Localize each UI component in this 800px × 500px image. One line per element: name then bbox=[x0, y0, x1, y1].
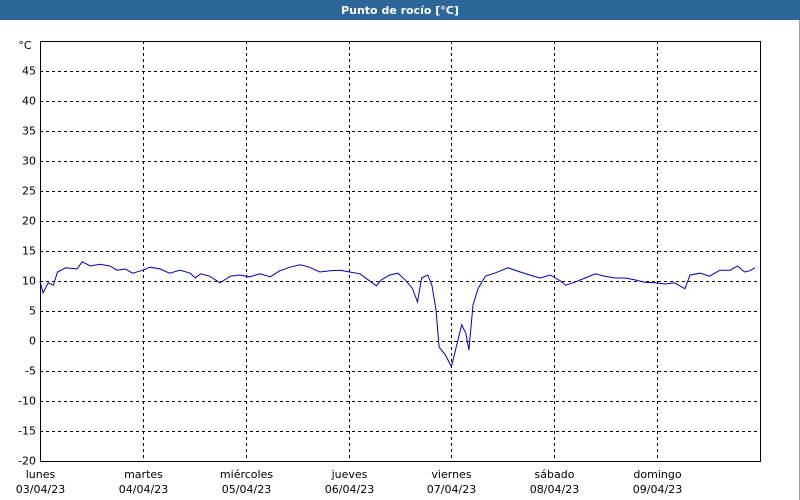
y-tick-label: 25 bbox=[22, 185, 36, 198]
x-tick-day: viernes bbox=[431, 468, 471, 481]
x-tick-label: 09/04/23 bbox=[633, 483, 682, 496]
y-tick-label: 45 bbox=[22, 65, 36, 78]
x-tick-label: 07/04/23 bbox=[427, 483, 476, 496]
y-tick-label: -15 bbox=[18, 425, 36, 438]
x-tick-label: 03/04/23 bbox=[16, 483, 65, 496]
y-tick-label: 20 bbox=[22, 215, 36, 228]
y-tick-label: 35 bbox=[22, 125, 36, 138]
chart-title: Punto de rocío [°C] bbox=[341, 4, 459, 17]
plot-frame bbox=[40, 41, 761, 462]
x-tick-day: martes bbox=[124, 468, 163, 481]
line-series bbox=[39, 261, 756, 369]
x-tick-label: 06/04/23 bbox=[325, 483, 374, 496]
x-tick-day: domingo bbox=[633, 468, 681, 481]
x-tick-label: 08/04/23 bbox=[530, 483, 579, 496]
y-tick-label: 15 bbox=[22, 245, 36, 258]
x-tick-day: sábado bbox=[535, 468, 575, 481]
x-tick-label: 04/04/23 bbox=[119, 483, 168, 496]
y-tick-label: 30 bbox=[22, 155, 36, 168]
y-tick-label: 10 bbox=[22, 275, 36, 288]
y-tick-label: 5 bbox=[29, 305, 36, 318]
y-tick-label: -10 bbox=[18, 395, 36, 408]
y-tick-label: -20 bbox=[18, 455, 36, 468]
x-tick-label: 05/04/23 bbox=[222, 483, 271, 496]
x-tick-day: miércoles bbox=[220, 468, 273, 481]
y-axis-label: °C bbox=[18, 39, 32, 52]
y-tick-label: -5 bbox=[25, 365, 36, 378]
y-tick-label: 40 bbox=[22, 95, 36, 108]
header-bar bbox=[0, 0, 800, 20]
y-tick-label: 0 bbox=[29, 335, 36, 348]
x-tick-day: lunes bbox=[26, 468, 56, 481]
x-tick-day: jueves bbox=[331, 468, 368, 481]
